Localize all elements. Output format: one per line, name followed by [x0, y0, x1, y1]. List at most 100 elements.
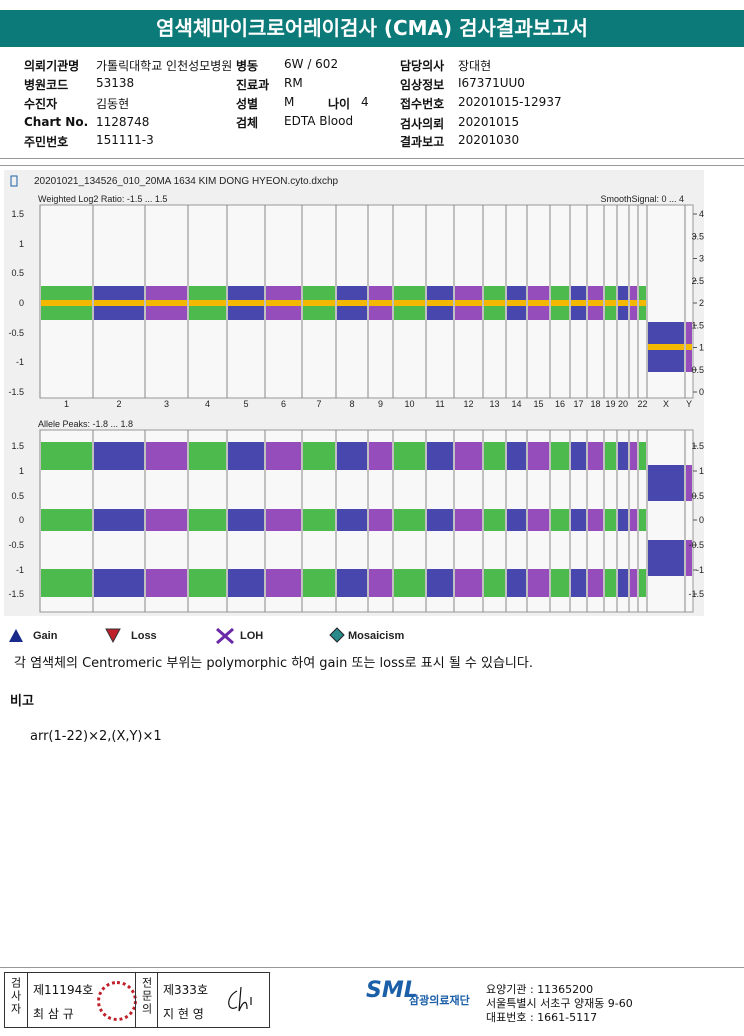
chrom-label: 2 [116, 399, 121, 409]
smooth-line [484, 300, 505, 306]
field-value: 20201015 [458, 115, 520, 129]
y2-tick-label: 0.5 [691, 365, 704, 375]
chrom-label: 5 [243, 399, 248, 409]
chrom-label: 4 [205, 399, 210, 409]
chrom-label: 7 [316, 399, 321, 409]
cnv-plot: 20201021_134526_010_20MA 1634 KIM DONG H… [4, 170, 704, 616]
chrom-label: 6 [281, 399, 286, 409]
field-label: 검사의뢰 [400, 117, 445, 131]
loh-icon [216, 627, 234, 645]
signal-band [228, 442, 264, 470]
org-name: 삼광의료재단 [409, 994, 470, 1007]
org-code: 요양기관 : 11365200 [486, 983, 594, 996]
org-phone: 대표번호 : 1661-5117 [486, 1011, 598, 1024]
signal-band [427, 442, 453, 470]
y2-tick-label: 2.5 [691, 276, 704, 286]
signal-band [94, 442, 144, 470]
name: 지 현 영 [163, 1007, 204, 1021]
field-label: 결과보고 [400, 135, 445, 149]
file-name: 20201021_134526_010_20MA 1634 KIM DONG H… [34, 176, 339, 187]
chrom-label: 16 [555, 399, 565, 409]
y2-tick-label: 0 [699, 515, 704, 525]
signal-band [94, 509, 144, 531]
signal-band [303, 509, 335, 531]
signal-band [455, 569, 482, 597]
field-value: EDTA Blood [284, 114, 354, 128]
y2-tick-label: -1.5 [688, 589, 704, 599]
signal-band [146, 569, 187, 597]
field-label: 임상정보 [400, 78, 445, 92]
y-tick-label: -0.5 [8, 328, 24, 338]
smooth-line [571, 300, 586, 306]
field-label: 수진자 [24, 97, 58, 111]
signal-band [189, 509, 226, 531]
title: 염색체마이크로어레이검사 (CMA) 검사결과보고서 [0, 10, 744, 47]
signature [228, 986, 252, 1012]
smooth-line [394, 300, 425, 306]
signal-band [605, 509, 616, 531]
y-tick-label: -1.5 [8, 387, 24, 397]
smooth-line [648, 344, 684, 350]
signal-band [630, 569, 637, 597]
signal-band [41, 569, 92, 597]
panel-label: Allele Peaks: -1.8 ... 1.8 [38, 419, 133, 429]
field-value: 53138 [96, 76, 135, 90]
field-value: 20201015-12937 [458, 95, 562, 109]
smooth-label: SmoothSignal: 0 ... 4 [600, 194, 684, 204]
signal-band [630, 509, 637, 531]
signal-band [605, 569, 616, 597]
remarks-title: 비고 [10, 694, 34, 709]
smooth-line [189, 300, 226, 306]
signal-band [337, 569, 367, 597]
y2-tick-label: -0.5 [688, 540, 704, 550]
y2-tick-label: 3.5 [691, 231, 704, 241]
stamp [97, 981, 137, 1021]
signal-band [41, 442, 92, 470]
y2-tick-label: 0.5 [691, 491, 704, 501]
smooth-line [303, 300, 335, 306]
chrom-label: 18 [590, 399, 600, 409]
signal-band [528, 569, 549, 597]
field-label: 담당의사 [400, 59, 445, 73]
y-tick-label: 0.5 [11, 268, 24, 278]
chrom-label: 10 [404, 399, 414, 409]
signal-band [648, 540, 684, 576]
signal-band [639, 442, 646, 470]
smooth-line [605, 300, 616, 306]
role: 검사자 [9, 977, 22, 1016]
signal-band [551, 509, 569, 531]
y2-tick-label: -1 [696, 565, 704, 575]
signal-band [588, 442, 603, 470]
smooth-line [686, 344, 692, 350]
legend-label: LOH [240, 630, 263, 642]
signal-band [528, 442, 549, 470]
field-value: 20201030 [458, 133, 520, 147]
mosaic-icon [329, 627, 345, 643]
field-value: 4 [361, 95, 369, 109]
signal-band [507, 442, 526, 470]
signal-band [146, 509, 187, 531]
signal-band [146, 442, 187, 470]
signal-band [605, 442, 616, 470]
signal-band [189, 569, 226, 597]
loss-icon [105, 628, 121, 644]
smooth-line [266, 300, 301, 306]
signal-band [484, 569, 505, 597]
smooth-line [228, 300, 264, 306]
y-tick-label: -1.5 [8, 589, 24, 599]
signal-band [427, 569, 453, 597]
chrom-label: 14 [511, 399, 521, 409]
y-tick-label: 0.5 [11, 491, 24, 501]
field-label: 나이 [328, 97, 351, 111]
signal-band [571, 442, 586, 470]
signal-band [394, 569, 425, 597]
signal-band [507, 509, 526, 531]
legend-label: Gain [33, 630, 58, 642]
signal-band [551, 442, 569, 470]
y-tick-label: 1 [19, 239, 24, 249]
chrom-label: 19 [605, 399, 615, 409]
chrom-label: 11 [435, 399, 444, 409]
signal-band [228, 569, 264, 597]
signal-band [303, 569, 335, 597]
